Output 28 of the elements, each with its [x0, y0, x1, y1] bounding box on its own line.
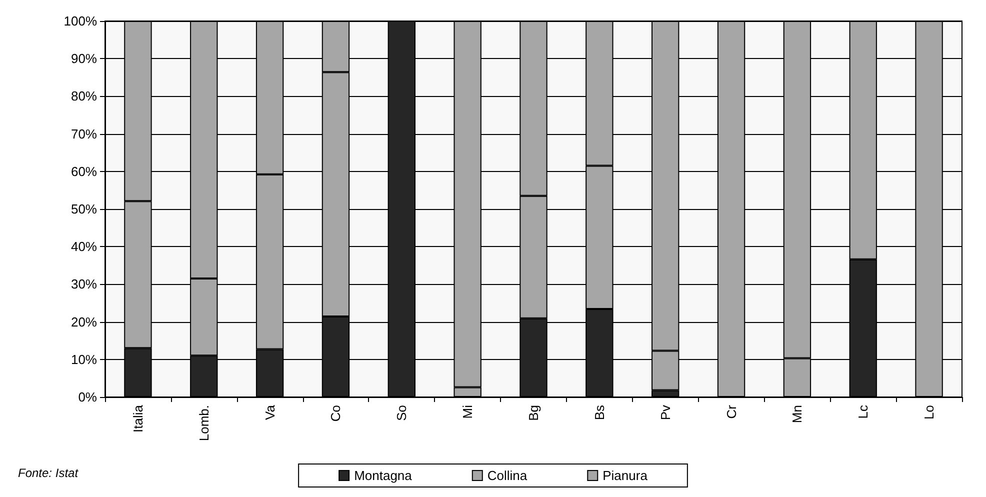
x-tick-label: Mi — [460, 404, 476, 419]
x-tick-label: So — [394, 405, 410, 421]
y-tick-label: 40% — [70, 239, 98, 254]
y-tick-label: 0% — [78, 390, 98, 404]
x-tick-label: Va — [262, 404, 278, 420]
x-tick-label: Lomb. — [196, 405, 212, 442]
legend-label: Pianura — [602, 468, 648, 483]
x-tick-label: Italia — [130, 404, 146, 432]
x-tick-label: Bg — [526, 405, 541, 421]
x-tick-label: Bs — [592, 404, 607, 420]
source-note: Fonte: Istat — [18, 466, 79, 480]
y-tick-label: 20% — [70, 314, 98, 330]
y-tick-label: 50% — [70, 202, 98, 216]
x-tick-label: Pv — [658, 404, 673, 420]
x-tick-label: Co — [328, 405, 344, 422]
legend-label: Montagna — [354, 468, 413, 483]
x-tick-label: Mn — [790, 405, 805, 424]
x-tick-label: Cr — [724, 404, 739, 419]
x-tick-label: Lo — [922, 405, 937, 420]
y-tick-label: 80% — [70, 88, 98, 104]
y-tick-label: 70% — [70, 126, 98, 142]
y-tick-label: 10% — [70, 352, 98, 367]
y-tick-label: 60% — [70, 164, 98, 179]
x-tick-label: Lc — [856, 404, 871, 419]
y-tick-label: 90% — [70, 51, 98, 66]
y-tick-label: 100% — [64, 14, 98, 28]
y-tick-label: 30% — [70, 276, 98, 292]
legend-label: Collina — [487, 468, 528, 483]
